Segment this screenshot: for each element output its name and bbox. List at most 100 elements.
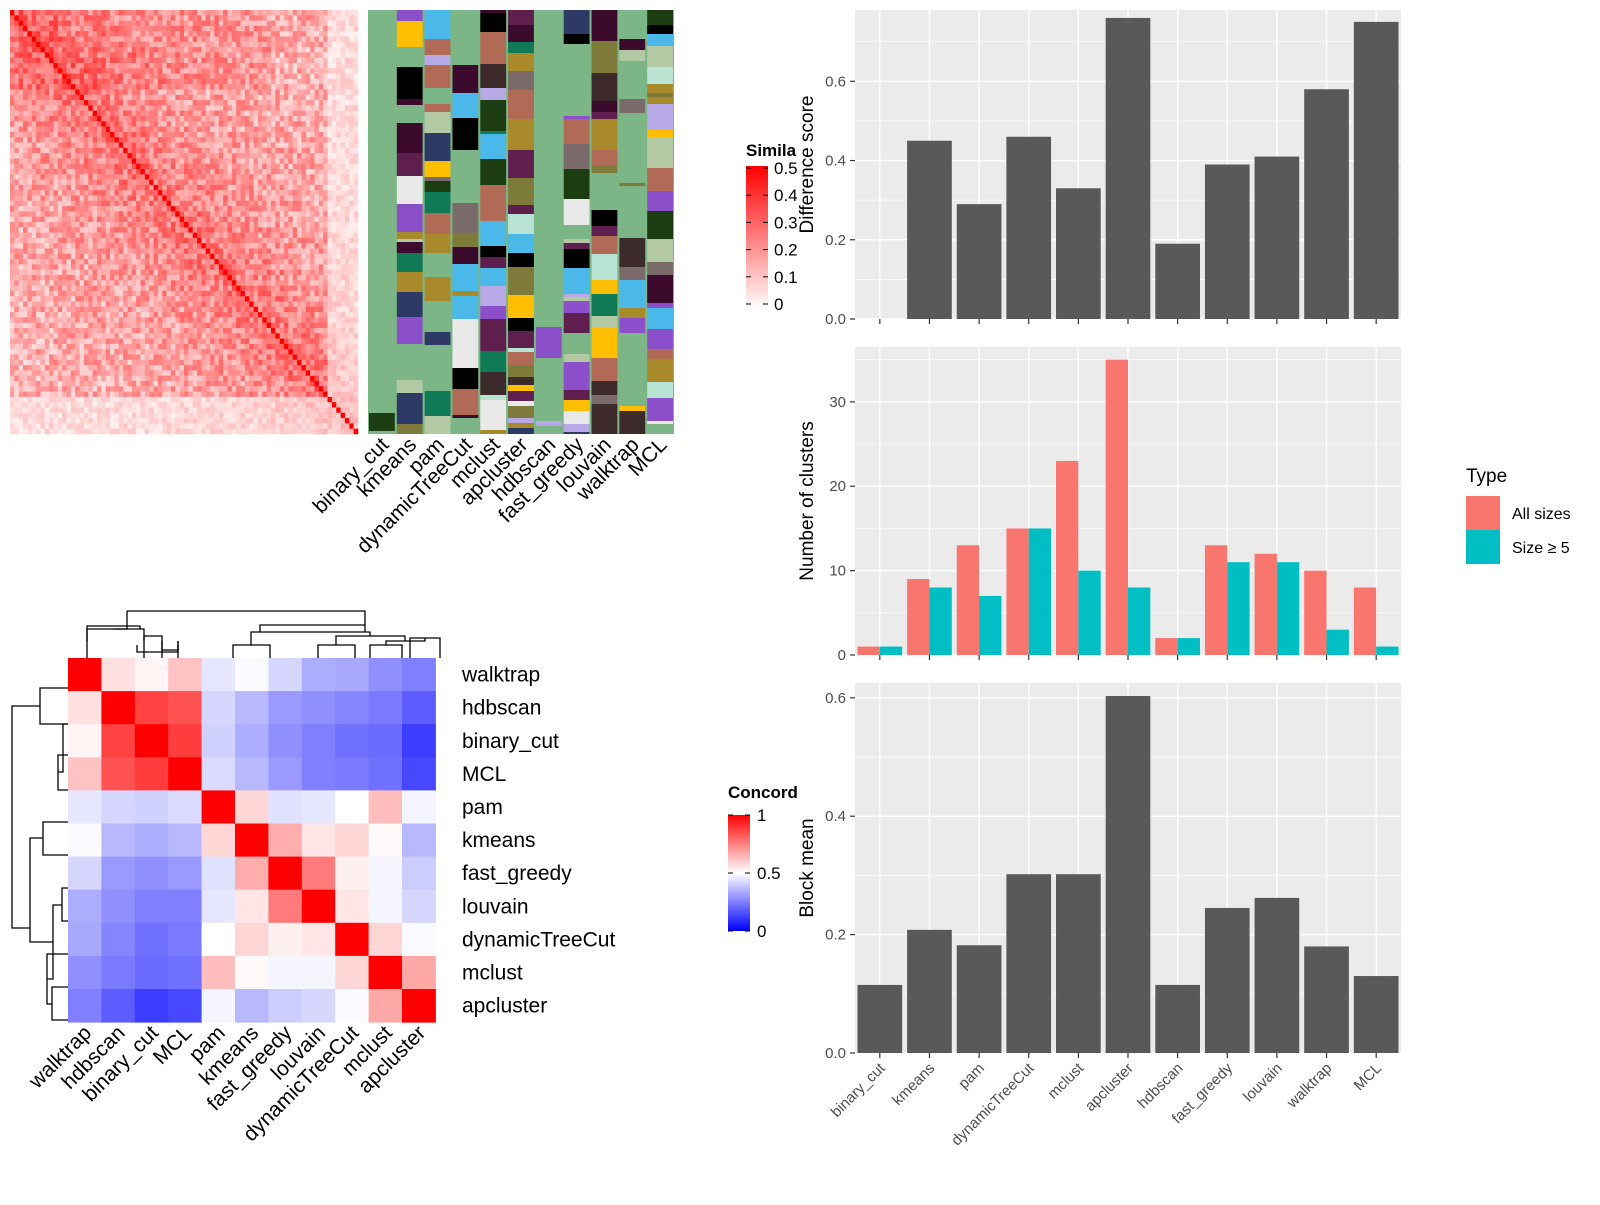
similarity-cell [318,317,324,323]
similarity-cell [249,20,254,27]
similarity-cell [97,190,102,196]
similarity-cell [23,142,28,149]
similarity-cell [10,84,15,90]
similarity-cell [192,312,198,318]
similarity-cell [49,195,54,202]
similarity-cell [123,36,128,43]
similarity-cell [218,126,224,133]
similarity-cell [153,169,159,175]
similarity-cell [123,253,128,260]
similarity-cell [275,68,280,74]
similarity-cell [36,216,41,223]
similarity-cell [310,20,315,27]
similarity-cell [218,15,224,21]
similarity-cell [210,184,215,191]
similarity-cell [310,200,315,207]
similarity-cell [166,190,172,196]
similarity-cell [75,169,80,175]
similarity-cell [83,243,89,249]
similarity-cell [331,248,337,255]
similarity-cell [53,110,59,117]
similarity-cell [271,41,276,48]
similarity-cell [114,227,120,233]
similarity-cell [79,41,85,48]
similarity-cell [227,253,233,260]
similarity-cell [244,333,250,339]
similarity-cell [162,47,167,53]
similarity-cell [70,68,76,74]
similarity-cell [327,31,333,37]
similarity-cell [62,41,67,48]
similarity-cell [170,269,176,276]
similarity-cell [210,121,215,127]
similarity-cell [301,63,307,69]
similarity-cell [140,296,146,302]
similarity-cell [297,15,302,21]
similarity-cell [340,105,346,111]
similarity-cell [236,10,241,16]
similarity-cell [262,322,267,329]
similarity-cell [136,200,141,207]
similarity-cell [218,296,224,302]
similarity-cell [110,190,115,196]
similarity-cell [49,285,54,292]
similarity-cell [127,253,133,260]
similarity-cell [101,280,106,286]
similarity-cell [66,116,72,122]
similarity-cell [166,68,172,74]
similarity-cell [197,121,202,127]
similarity-cell [144,89,150,96]
similarity-cell [236,290,241,297]
similarity-cell [101,25,106,32]
similarity-cell [231,121,237,127]
similarity-cell [231,280,237,286]
similarity-cell [105,78,111,85]
similarity-cell [123,338,128,345]
similarity-cell [331,195,337,202]
similarity-cell [292,89,298,96]
similarity-cell [340,317,346,323]
similarity-cell [62,232,67,239]
similarity-cell [170,211,176,217]
similarity-cell [266,68,272,74]
similarity-cell [240,142,246,149]
similarity-cell [305,158,311,164]
similarity-cell [105,121,111,127]
similarity-cell [153,78,159,85]
similarity-cell [192,190,198,196]
similarity-cell [153,110,159,117]
similarity-cell [101,52,106,58]
similarity-cell [271,264,276,270]
similarity-cell [205,121,211,127]
similarity-cell [340,153,346,159]
similarity-cell [97,290,102,297]
similarity-cell [83,41,89,48]
similarity-cell [214,142,220,149]
similarity-cell [188,25,193,32]
similarity-cell [157,333,163,339]
similarity-cell [297,47,302,53]
similarity-cell [288,296,294,302]
similarity-cell [75,269,80,276]
similarity-cell [271,195,276,202]
similarity-cell [36,200,41,207]
similarity-cell [31,137,37,143]
similarity-cell [157,206,163,212]
similarity-cell [231,290,237,297]
similarity-cell [49,158,54,164]
similarity-cell [353,179,359,186]
similarity-cell [157,264,163,270]
similarity-cell [88,20,93,27]
similarity-cell [70,105,76,111]
similarity-cell [192,184,198,191]
similarity-cell [262,41,267,48]
similarity-cell [118,248,124,255]
similarity-cell [127,36,133,43]
similarity-cell [314,264,320,270]
similarity-cell [14,312,19,318]
similarity-cell [327,232,333,239]
similarity-cell [223,105,228,111]
similarity-cell [292,322,298,329]
similarity-cell [179,110,185,117]
similarity-cell [323,121,328,127]
